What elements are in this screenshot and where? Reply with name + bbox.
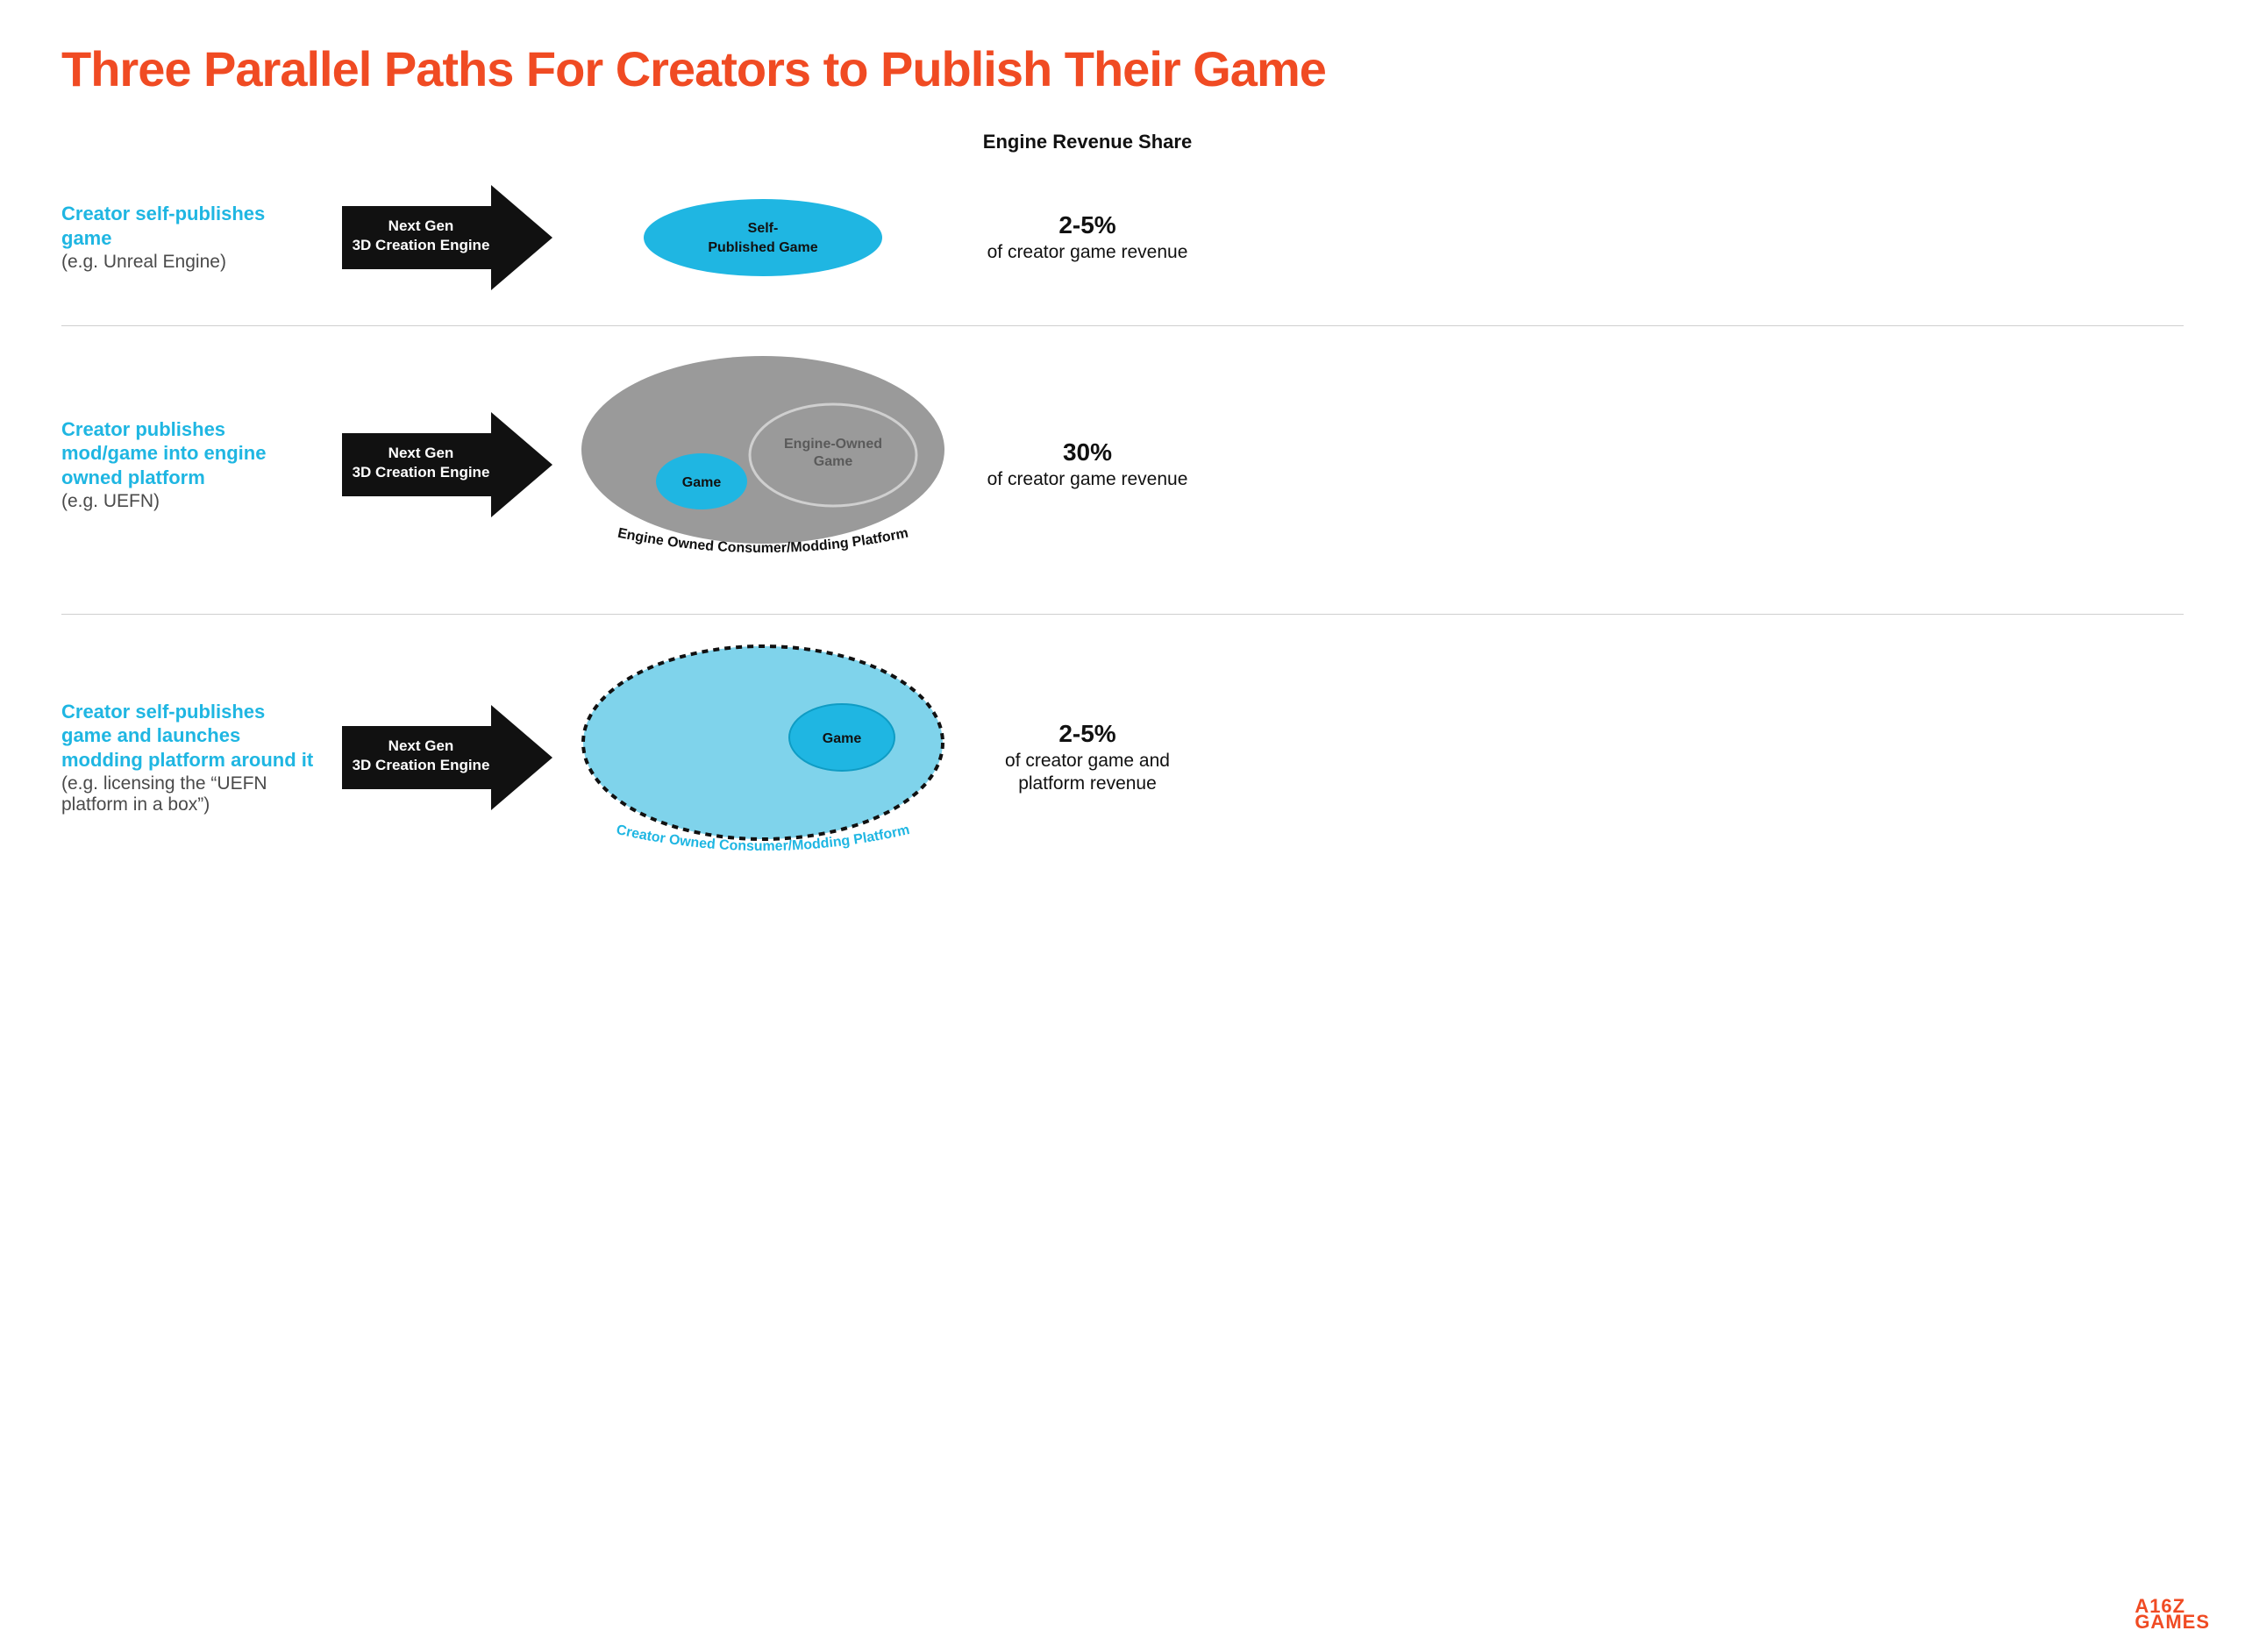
arrow-label-line1: Next Gen bbox=[388, 445, 454, 461]
arrow-label-line2: 3D Creation Engine bbox=[353, 464, 490, 481]
row-label: Creator self-publishes game and launches… bbox=[61, 700, 324, 816]
diagram-col: Engine-Owned Game Game Engine Owned Cons… bbox=[570, 351, 956, 579]
row-label-sub: (e.g. Unreal Engine) bbox=[61, 252, 316, 273]
header-row: Engine Revenue Share bbox=[61, 131, 2184, 153]
engine-owned-label: Engine-Owned bbox=[784, 437, 882, 452]
diagram-col: Game Creator Owned Consumer/Modding Plat… bbox=[570, 639, 956, 876]
row-label-title: Creator self-publishes game bbox=[61, 202, 316, 250]
arrow-label-line1: Next Gen bbox=[388, 737, 454, 754]
row-label: Creator self-publishes game (e.g. Unreal… bbox=[61, 202, 324, 273]
rows-container: Creator self-publishes game (e.g. Unreal… bbox=[61, 160, 2184, 911]
arrow-label-line2: 3D Creation Engine bbox=[353, 757, 490, 773]
row-label-sub: (e.g. UEFN) bbox=[61, 491, 316, 512]
revenue-col: 2-5% of creator game revenue bbox=[973, 211, 1201, 264]
row-label-title: Creator self-publishes game and launches… bbox=[61, 700, 316, 773]
game-label: Game bbox=[823, 731, 862, 746]
revenue-desc: of creator game revenue bbox=[973, 468, 1201, 491]
ellipse-label: Self- bbox=[748, 221, 779, 236]
row-label-title: Creator publishes mod/game into engine o… bbox=[61, 417, 316, 490]
arrow-label-line1: Next Gen bbox=[388, 217, 454, 234]
revenue-pct: 2-5% bbox=[973, 720, 1201, 748]
diagram-col: Self- Published Game bbox=[570, 194, 956, 281]
path-row: Creator self-publishes game (e.g. Unreal… bbox=[61, 160, 2184, 325]
arrow-icon: Next Gen 3D Creation Engine bbox=[342, 412, 552, 517]
arrow-icon: Next Gen 3D Creation Engine bbox=[342, 705, 552, 810]
revenue-pct: 30% bbox=[973, 438, 1201, 466]
diagram-self-published: Self- Published Game bbox=[640, 194, 886, 281]
ellipse-label: Published Game bbox=[708, 240, 817, 255]
path-row: Creator self-publishes game and launches… bbox=[61, 615, 2184, 911]
row-label-sub: (e.g. licensing the “UEFN platform in a … bbox=[61, 773, 316, 815]
revenue-col: 30% of creator game revenue bbox=[973, 438, 1201, 491]
revenue-pct: 2-5% bbox=[973, 211, 1201, 239]
a16z-games-logo: A16Z GAMES bbox=[2135, 1599, 2210, 1631]
page-title: Three Parallel Paths For Creators to Pub… bbox=[61, 44, 2184, 96]
arrow-col: Next Gen 3D Creation Engine bbox=[342, 412, 552, 517]
game-label: Game bbox=[682, 475, 722, 490]
column-header-revenue: Engine Revenue Share bbox=[973, 131, 1201, 153]
arrow-col: Next Gen 3D Creation Engine bbox=[342, 705, 552, 810]
revenue-desc: of creator game revenue bbox=[973, 241, 1201, 264]
diagram-engine-platform: Engine-Owned Game Game Engine Owned Cons… bbox=[574, 351, 951, 579]
arrow-icon: Next Gen 3D Creation Engine bbox=[342, 185, 552, 290]
path-row: Creator publishes mod/game into engine o… bbox=[61, 326, 2184, 614]
row-label: Creator publishes mod/game into engine o… bbox=[61, 417, 324, 513]
engine-owned-label: Game bbox=[814, 454, 853, 469]
logo-line-2: GAMES bbox=[2135, 1614, 2210, 1631]
revenue-desc: of creator game and platform revenue bbox=[973, 750, 1201, 796]
arrow-col: Next Gen 3D Creation Engine bbox=[342, 185, 552, 290]
revenue-col: 2-5% of creator game and platform revenu… bbox=[973, 720, 1201, 796]
arrow-label-line2: 3D Creation Engine bbox=[353, 237, 490, 253]
diagram-creator-platform: Game Creator Owned Consumer/Modding Plat… bbox=[574, 639, 951, 876]
